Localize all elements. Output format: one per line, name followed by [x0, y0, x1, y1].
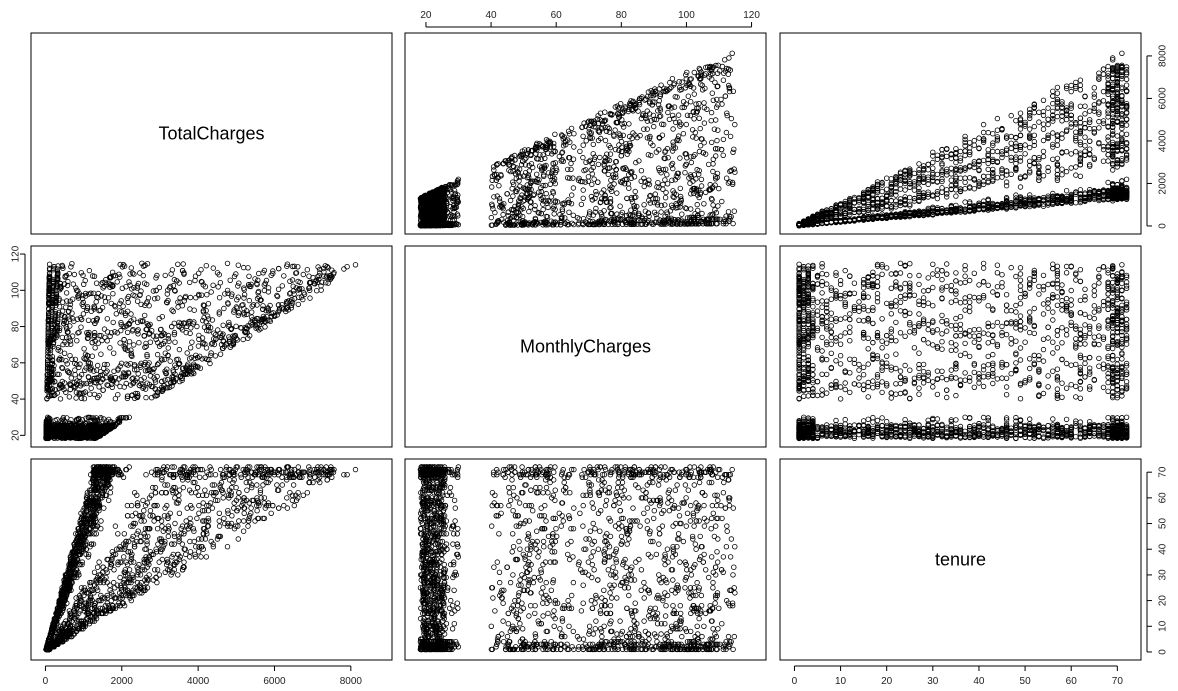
- data-point: [644, 118, 651, 124]
- data-point: [602, 137, 609, 144]
- data-point: [730, 88, 736, 94]
- data-point: [691, 91, 697, 97]
- data-point: [696, 115, 702, 121]
- data-point: [662, 194, 669, 201]
- data-point: [636, 158, 642, 164]
- data-point: [617, 203, 623, 209]
- data-point: [696, 148, 703, 155]
- data-point: [559, 206, 565, 212]
- data-point: [719, 198, 725, 205]
- data-point: [713, 209, 719, 216]
- data-point: [682, 169, 688, 176]
- data-point: [676, 119, 683, 125]
- data-point: [670, 165, 676, 172]
- data-point: [723, 213, 729, 219]
- data-point: [684, 155, 690, 161]
- data-point: [613, 174, 619, 180]
- points-layer: [43, 50, 1130, 653]
- data-point: [665, 109, 671, 116]
- data-point: [692, 129, 698, 136]
- data-point: [648, 152, 654, 159]
- data-point: [489, 222, 495, 228]
- data-point: [710, 211, 716, 217]
- data-point: [679, 104, 685, 111]
- data-point: [645, 151, 652, 158]
- data-point: [488, 214, 494, 221]
- panel-points-TotalCharges-vs-MonthlyCharges: [417, 50, 738, 229]
- data-point: [580, 142, 586, 148]
- data-point: [661, 121, 667, 128]
- data-point: [507, 168, 514, 175]
- data-point: [623, 166, 629, 172]
- data-point: [644, 126, 650, 132]
- data-point: [679, 79, 685, 85]
- data-point: [677, 185, 683, 192]
- data-point: [724, 110, 730, 116]
- data-point: [658, 82, 664, 88]
- data-point: [611, 132, 617, 138]
- data-point: [680, 130, 687, 137]
- data-point: [530, 192, 537, 198]
- data-point: [653, 116, 660, 123]
- data-point: [565, 128, 572, 134]
- data-point: [731, 208, 737, 214]
- data-point: [711, 126, 718, 132]
- data-point: [591, 156, 598, 163]
- data-point: [552, 131, 558, 137]
- data-point: [568, 125, 575, 132]
- data-point: [648, 118, 654, 124]
- data-point: [713, 176, 719, 182]
- data-point: [676, 78, 682, 85]
- data-point: [684, 69, 690, 76]
- data-point: [683, 121, 689, 128]
- data-point: [720, 77, 727, 83]
- data-point: [662, 202, 668, 208]
- data-point: [559, 150, 565, 156]
- data-point: [638, 178, 644, 184]
- data-point: [614, 211, 620, 217]
- data-point: [570, 175, 576, 181]
- data-point: [696, 194, 702, 201]
- data-point: [620, 166, 627, 172]
- data-point: [580, 195, 586, 201]
- data-point: [645, 93, 651, 99]
- data-point: [604, 151, 610, 157]
- data-point: [632, 188, 638, 195]
- data-point: [568, 160, 574, 167]
- data-point: [593, 205, 599, 212]
- data-point: [691, 69, 697, 76]
